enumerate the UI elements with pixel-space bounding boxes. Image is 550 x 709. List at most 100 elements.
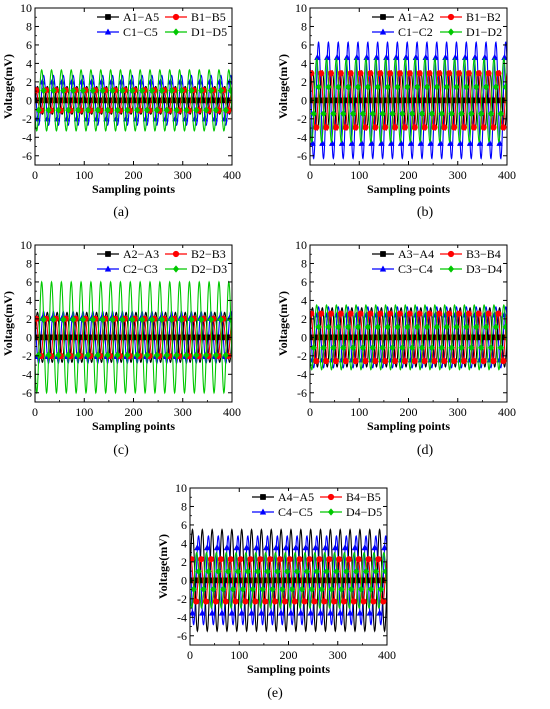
series-e-1-marker xyxy=(370,598,377,605)
xtick-label-c: 300 xyxy=(174,405,192,419)
series-c-3-marker xyxy=(198,315,205,324)
x-axis-label-b: Sampling points xyxy=(367,182,450,196)
series-e-2-marker xyxy=(218,609,226,616)
series-b-3-marker xyxy=(349,109,357,118)
series-e-1-marker xyxy=(301,598,308,605)
series-b-3-marker xyxy=(389,109,396,118)
series-b-3-marker xyxy=(325,83,332,91)
y-axis-label-a: Voltage(mV) xyxy=(1,54,15,119)
ytick-label-c: -4 xyxy=(22,367,32,381)
series-d-3-marker xyxy=(443,323,450,331)
series-b-2-marker xyxy=(310,139,316,146)
xtick-label-d: 0 xyxy=(307,405,313,419)
series-e-1-marker xyxy=(291,598,298,605)
series-e-1-marker xyxy=(193,598,200,605)
series-a-3-marker xyxy=(158,86,166,95)
series-a-2-marker xyxy=(117,78,125,85)
xtick-label-c: 0 xyxy=(32,405,38,419)
series-b-3-marker xyxy=(458,109,465,118)
ytick-label-d: 4 xyxy=(301,293,307,307)
ytick-label-a: 10 xyxy=(20,1,32,15)
xtick-label-a: 100 xyxy=(75,168,93,182)
series-c-3-marker xyxy=(173,351,180,359)
xtick-label-b: 300 xyxy=(449,168,467,182)
caption-d: (d) xyxy=(416,443,434,458)
series-c-3-marker xyxy=(222,351,230,359)
legend-label-d-1: B3−B4 xyxy=(466,247,501,261)
series-c-3-marker xyxy=(79,315,87,324)
series-b-1-marker xyxy=(490,124,497,131)
series-e-3-marker xyxy=(328,585,335,594)
series-c-3-marker xyxy=(202,351,210,359)
legend-label-b-0: A1−A2 xyxy=(398,10,434,24)
series-e-3-marker xyxy=(303,567,311,576)
series-e-2-marker xyxy=(258,609,265,616)
series-b-3-marker xyxy=(409,109,416,118)
ytick-label-b: 4 xyxy=(301,56,307,70)
ytick-label-c: 0 xyxy=(26,330,32,344)
series-e-2-marker xyxy=(312,544,319,551)
series-d-3-marker xyxy=(433,323,441,331)
xtick-label-d: 300 xyxy=(449,405,467,419)
legend-label-a-1: B1−B5 xyxy=(191,10,226,24)
legend-marker-d-1 xyxy=(447,250,455,258)
xtick-label-b: 100 xyxy=(350,168,368,182)
series-c-3-marker xyxy=(193,351,200,359)
series-d-1-marker xyxy=(310,310,315,317)
legend-marker-a-1 xyxy=(172,13,180,21)
legend-marker-b-3 xyxy=(447,28,455,36)
series-e-2-group xyxy=(190,535,387,626)
series-e-2-marker xyxy=(341,544,349,551)
series-b-2-marker xyxy=(447,139,454,146)
ytick-label-d: 10 xyxy=(295,238,307,252)
series-e-1-marker xyxy=(262,598,269,605)
series-b-2-marker xyxy=(319,139,326,146)
series-d-3-marker xyxy=(453,323,460,331)
series-e-2-marker xyxy=(282,544,290,551)
series-a-2-marker xyxy=(73,115,81,122)
series-e-2-marker xyxy=(199,609,206,616)
series-b-1-marker xyxy=(401,124,408,131)
legend-marker-c-2 xyxy=(104,265,112,272)
series-e-2-marker xyxy=(297,609,305,616)
x-axis-label-e: Sampling points xyxy=(247,662,330,676)
series-e-2-marker xyxy=(223,544,231,551)
series-e-1-marker xyxy=(222,598,229,605)
series-b-3-marker xyxy=(384,83,391,91)
series-c-3-marker xyxy=(69,315,77,324)
xtick-label-a: 0 xyxy=(32,168,38,182)
legend-marker-c-3 xyxy=(172,265,180,273)
series-d-1-marker xyxy=(352,357,359,365)
series-b-3-marker xyxy=(354,83,362,91)
series-e-3-marker xyxy=(195,567,202,576)
series-d-1-marker xyxy=(446,310,453,317)
series-e-2-marker xyxy=(332,544,339,551)
series-e-2-marker xyxy=(371,544,378,551)
series-e-3-marker xyxy=(190,585,197,594)
ytick-label-d: 6 xyxy=(301,275,307,289)
series-b-1-marker xyxy=(485,70,492,77)
legend-marker-e-3 xyxy=(327,508,335,516)
series-b-1-marker xyxy=(317,70,325,77)
ytick-label-b: 6 xyxy=(301,38,307,52)
series-e-3-marker xyxy=(239,585,247,594)
ytick-label-b: 10 xyxy=(295,1,307,15)
series-d-3-marker xyxy=(389,343,396,352)
series-e-3-marker xyxy=(215,567,222,576)
series-b-3-marker xyxy=(369,109,376,118)
legend-bg-b xyxy=(437,11,499,24)
series-b-1-marker xyxy=(391,124,399,131)
legend-bg-a xyxy=(162,11,224,24)
series-b-2-marker xyxy=(456,139,464,146)
series-e-2-marker xyxy=(302,544,310,551)
series-d-3-marker xyxy=(502,323,507,331)
series-a-2-marker xyxy=(48,78,56,85)
series-d-1-marker xyxy=(411,357,418,365)
xtick-label-d: 200 xyxy=(400,405,418,419)
series-d-3-marker xyxy=(477,343,485,352)
x-axis-label-c: Sampling points xyxy=(92,419,175,433)
chart-panel-a: -6 -4 -2 0 2 4 6 8 10 0 100 200 300 400 Sampling point… xyxy=(0,0,275,225)
series-d-1-marker xyxy=(495,310,502,317)
series-c-3-marker xyxy=(212,351,220,359)
legend-label-c-3: D2−D3 xyxy=(191,262,227,276)
